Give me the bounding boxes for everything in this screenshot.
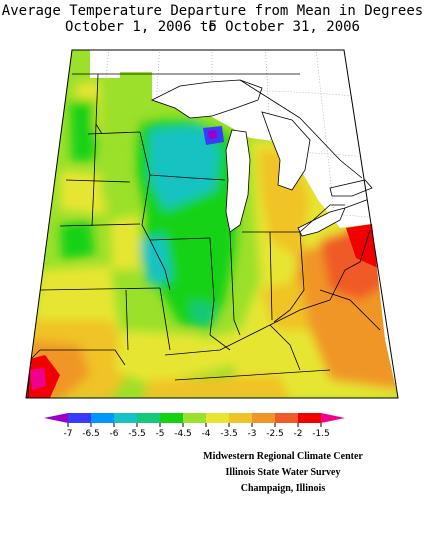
legend-tick-label: -2: [294, 429, 303, 439]
great-lakes: [150, 79, 373, 237]
legend-tick-label: -3.5: [220, 429, 238, 439]
lake-superior: [150, 79, 263, 119]
legend-tick-label: -5: [156, 429, 165, 439]
legend-swatch: [206, 413, 229, 423]
legend-tick-label: -1.5: [312, 429, 330, 439]
legend-swatch: [298, 413, 321, 423]
legend-tick-label: -7: [64, 429, 73, 439]
map-title-line2: October 1, 2006 to October 31, 2006: [64, 19, 360, 35]
lake-huron: [261, 111, 311, 191]
lake-erie: [297, 207, 346, 237]
legend-swatch: [183, 413, 206, 423]
legend-tick-label: -6.5: [82, 429, 100, 439]
legend-swatch: [114, 413, 137, 423]
lake-ontario: [329, 179, 373, 197]
lake-michigan: [225, 129, 251, 233]
legend-tick-label: -4: [202, 429, 211, 439]
legend-tick-label: -6: [110, 429, 119, 439]
legend-swatch: [160, 413, 183, 423]
legend-swatch: [137, 413, 160, 423]
legend-swatch: [44, 413, 68, 423]
boundaries: [27, 73, 381, 398]
legend-tick-label: -2.5: [266, 429, 284, 439]
legend-tick-label: -5.5: [128, 429, 146, 439]
legend-swatch: [321, 413, 345, 423]
legend-swatch: [252, 413, 275, 423]
legend-swatches: [44, 413, 345, 423]
legend-ticks: [67, 423, 322, 427]
legend-swatch: [275, 413, 298, 423]
credit-line2: Illinois State Water Survey: [225, 467, 341, 478]
credit-line1: Midwestern Regional Climate Center: [203, 451, 363, 462]
legend-labels: -7 -6.5 -6 -5.5 -5 -4.5 -4 -3.5 -3 -2.5 -2 -1.5: [64, 429, 330, 439]
legend-tick-label: -3: [248, 429, 257, 439]
legend-swatch: [229, 413, 252, 423]
legend-swatch: [91, 413, 114, 423]
credit-line3: Champaign, Illinois: [240, 483, 326, 494]
map-frame: [25, 49, 399, 399]
legend-tick-label: -4.5: [174, 429, 192, 439]
map-title-line1: Average Temperature Departure from Mean …: [1, 3, 424, 35]
legend-swatch: [68, 413, 91, 423]
